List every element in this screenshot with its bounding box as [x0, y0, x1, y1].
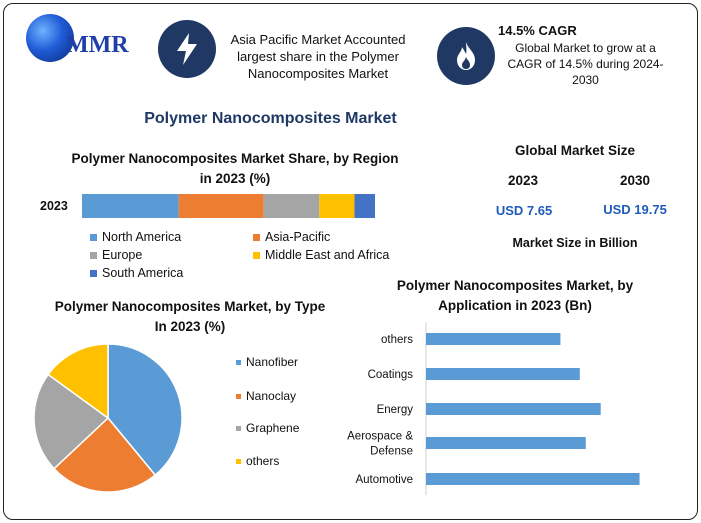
market-size-year-2030: 2030 — [619, 173, 651, 188]
legend-label: Nanofiber — [246, 355, 299, 369]
market-size-value-2023: USD 7.65 — [495, 203, 553, 218]
market-size-year-2023: 2023 — [507, 173, 539, 188]
lightning-icon — [158, 20, 216, 78]
application-bar-others — [426, 333, 561, 345]
legend-swatch — [253, 233, 260, 241]
legend-swatch — [90, 269, 97, 277]
application-label-coatings: Coatings — [368, 369, 414, 381]
legend-label: Asia-Pacific — [265, 230, 331, 244]
pie-slice-graphene — [33, 373, 110, 470]
globe-logo-icon — [26, 14, 74, 62]
market-size-note: Market Size in Billion — [512, 236, 638, 250]
cagr-text: Global Market to grow at a CAGR of 14.5%… — [507, 41, 664, 87]
region-category-label: 2023 — [40, 199, 68, 213]
region-bar-europe — [263, 194, 320, 218]
cagr-title: 14.5% CAGR — [498, 23, 577, 38]
type-legend-graphene: Graphene — [236, 421, 299, 435]
legend-label: Europe — [102, 248, 143, 262]
region-chart-title: Polymer Nanocomposites Market Share, by … — [71, 151, 399, 186]
market-size-value-2030: USD 19.75 — [603, 202, 667, 217]
region-legend-europe: Europe — [90, 248, 142, 262]
application-chart-title: Polymer Nanocomposites Market, by Applic… — [396, 278, 634, 313]
type-legend-others: others — [236, 454, 279, 468]
application-bar-energy — [426, 403, 601, 415]
legend-swatch — [236, 425, 241, 431]
legend-label: South America — [102, 266, 184, 280]
pie-slice-others — [47, 343, 109, 420]
type-legend-nanoclay: Nanoclay — [236, 389, 296, 403]
legend-swatch — [90, 233, 97, 241]
region-legend-north-america: North America — [90, 230, 181, 244]
region-legend-middle-east-and-africa: Middle East and Africa — [253, 248, 389, 262]
application-label-automotive: Automotive — [355, 474, 413, 486]
region-bar-south-america — [354, 194, 375, 218]
pie-slice-nanoclay — [52, 416, 157, 493]
legend-swatch — [236, 458, 241, 464]
type-chart-title: Polymer Nanocomposites Market, by Type I… — [54, 299, 326, 334]
region-bar-north-america — [82, 194, 179, 218]
application-bar-coatings — [426, 368, 580, 380]
application-label-energy: Energy — [377, 404, 414, 416]
application-label-others: others — [381, 334, 413, 346]
legend-swatch — [236, 359, 241, 365]
legend-swatch — [253, 251, 260, 259]
logo-text: MMR — [66, 32, 129, 58]
application-bar-aerospace-and-defense — [426, 437, 586, 449]
market-size-title: Global Market Size — [514, 143, 636, 158]
legend-label: Nanoclay — [246, 389, 297, 403]
region-bar-asia-pacific — [178, 194, 264, 218]
legend-label: Middle East and Africa — [265, 248, 390, 262]
fact-apac-text: Asia Pacific Market Accounted largest sh… — [230, 32, 406, 81]
legend-label: Graphene — [246, 421, 300, 435]
pie-slice-nanofiber — [107, 343, 183, 477]
flame-icon — [437, 27, 495, 85]
region-legend-south-america: South America — [90, 266, 183, 280]
legend-swatch — [236, 393, 241, 399]
type-legend-nanofiber: Nanofiber — [236, 355, 298, 369]
application-label-aerospace-and-defense: Aerospace & Defense — [347, 431, 413, 458]
legend-label: others — [246, 454, 280, 468]
application-bar-automotive — [426, 473, 640, 485]
region-legend-asia-pacific: Asia-Pacific — [253, 230, 330, 244]
legend-swatch — [90, 251, 97, 259]
region-bar-middle-east-and-africa — [319, 194, 355, 218]
main-title: Polymer Nanocomposites Market — [144, 110, 397, 127]
legend-label: North America — [102, 230, 182, 244]
